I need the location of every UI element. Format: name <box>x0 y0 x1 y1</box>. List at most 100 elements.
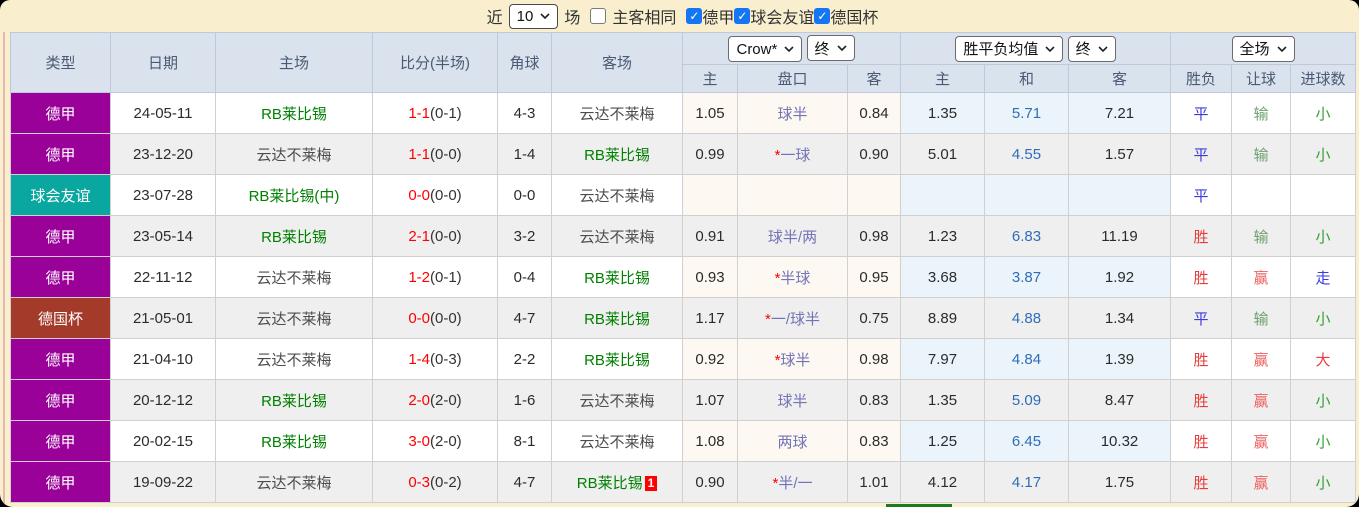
score-cell: 0-0(0-0) <box>372 174 498 216</box>
handicap-result-cell: 赢 <box>1231 461 1291 503</box>
date-cell: 19-09-22 <box>110 461 216 503</box>
avg-type-select[interactable]: 胜平负均值 <box>955 35 1064 62</box>
date-cell: 21-05-01 <box>110 297 216 339</box>
home-team-cell[interactable]: 云达不莱梅 <box>215 133 373 175</box>
odds-stage-select[interactable]: 终 <box>806 35 855 61</box>
handicap-cell: *一球 <box>737 133 848 175</box>
score-cell: 1-4(0-3) <box>372 338 498 380</box>
date-cell: 24-05-11 <box>110 92 216 134</box>
away-team-cell[interactable]: 云达不莱梅 <box>551 420 683 462</box>
header-controls-row: 类型 日期 主场 比分(半场) 角球 客场 Crow* 终 <box>10 32 1357 93</box>
handicap-star: * <box>764 310 771 328</box>
away-odds-cell: 0.75 <box>847 297 901 339</box>
avg-draw-cell: 5.71 <box>984 92 1069 134</box>
sub-header-wdl: 胜负 <box>1170 64 1232 93</box>
away-team-cell[interactable]: RB莱比锡 <box>551 256 683 298</box>
league-dfbpokal-checkbox[interactable]: ✓ <box>814 8 831 24</box>
league-cell: 德甲 <box>10 133 111 175</box>
handicap-result-cell: 输 <box>1231 133 1291 175</box>
home-team-cell[interactable]: RB莱比锡 <box>215 379 373 421</box>
league-bundesliga-label: 德甲 <box>702 10 735 27</box>
avg-home-cell: 1.25 <box>900 420 985 462</box>
same-venue-checkbox[interactable] <box>590 8 607 24</box>
handicap-result-cell: 赢 <box>1231 420 1291 462</box>
home-odds-cell: 0.93 <box>682 256 738 298</box>
near-label: 近 <box>486 10 503 27</box>
wdl-result-cell: 胜 <box>1170 420 1232 462</box>
away-team-cell[interactable]: 云达不莱梅 <box>551 379 683 421</box>
odds-company-select[interactable]: Crow* <box>728 36 803 62</box>
away-team-cell[interactable]: RB莱比锡 1 <box>551 461 683 503</box>
date-cell: 23-07-28 <box>110 174 216 216</box>
handicap-result-cell: 输 <box>1231 297 1291 339</box>
handicap-result-cell: 赢 <box>1231 256 1291 298</box>
wdl-result-cell: 胜 <box>1170 338 1232 380</box>
home-team-cell[interactable]: 云达不莱梅 <box>215 338 373 380</box>
league-cell: 德甲 <box>10 461 111 503</box>
home-odds-cell: 1.07 <box>682 379 738 421</box>
home-team-cell[interactable]: RB莱比锡(中) <box>215 174 373 216</box>
home-team-cell[interactable]: 云达不莱梅 <box>215 297 373 339</box>
wdl-result-cell: 平 <box>1170 133 1232 175</box>
away-team-cell[interactable]: RB莱比锡 <box>551 297 683 339</box>
fulltime-score: 0-3 <box>408 473 430 491</box>
handicap-result-cell: 赢 <box>1231 338 1291 380</box>
league-cell: 德国杯 <box>10 297 111 339</box>
avg-draw-cell: 3.87 <box>984 256 1069 298</box>
wdl-result-cell: 胜 <box>1170 215 1232 257</box>
sub-header-avg-away: 客 <box>1068 64 1171 93</box>
away-team-cell[interactable]: 云达不莱梅 <box>551 92 683 134</box>
handicap-text: 半球 <box>780 269 811 287</box>
wdl-result-cell: 胜 <box>1170 379 1232 421</box>
filter-bar: 近 10 场 主客相同 ✓ 德甲 ✓ 球会友谊 ✓ 德国杯 <box>0 0 1359 32</box>
recent-games-select[interactable]: 10 <box>508 3 559 29</box>
home-odds-cell: 0.92 <box>682 338 738 380</box>
away-team-cell[interactable]: 云达不莱梅 <box>551 174 683 216</box>
halftime-score: (0-1) <box>430 268 462 286</box>
away-team-cell[interactable]: RB莱比锡 <box>551 338 683 380</box>
scope-select[interactable]: 全场 <box>1231 35 1295 62</box>
check-icon: ✓ <box>689 9 700 23</box>
league-friendly-checkbox[interactable]: ✓ <box>734 8 751 24</box>
avg-stage-select[interactable]: 终 <box>1067 35 1116 62</box>
halftime-score: (2-0) <box>430 391 462 409</box>
games-label: 场 <box>564 10 581 27</box>
league-bundesliga-checkbox[interactable]: ✓ <box>686 8 703 24</box>
odds-company-value: Crow* <box>736 40 778 58</box>
handicap-text: 一球 <box>780 146 811 164</box>
history-table-body: 德甲 24-05-11 RB莱比锡 1-1(0-1) 4-3 云达不莱梅 1.0… <box>10 92 1357 503</box>
home-odds-cell: 1.17 <box>682 297 738 339</box>
handicap-star: * <box>774 146 781 164</box>
avg-away-cell: 8.47 <box>1068 379 1171 421</box>
handicap-text: 两球 <box>777 433 808 451</box>
corner-cell: 1-6 <box>497 379 552 421</box>
league-dfbpokal-label: 德国杯 <box>830 10 879 27</box>
handicap-cell: *半球 <box>737 256 848 298</box>
score-cell: 1-1(0-0) <box>372 133 498 175</box>
wdl-result-cell: 胜 <box>1170 256 1232 298</box>
away-team-cell[interactable]: RB莱比锡 <box>551 133 683 175</box>
home-team-cell[interactable]: 云达不莱梅 <box>215 256 373 298</box>
avg-home-cell: 1.23 <box>900 215 985 257</box>
fulltime-score: 1-4 <box>408 350 430 368</box>
col-header-score: 比分(半场) <box>372 32 498 93</box>
avg-draw-cell: 4.17 <box>984 461 1069 503</box>
date-cell: 22-11-12 <box>110 256 216 298</box>
history-table: 类型 日期 主场 比分(半场) 角球 客场 Crow* 终 <box>10 32 1357 503</box>
home-team-cell[interactable]: RB莱比锡 <box>215 215 373 257</box>
home-team-cell[interactable]: RB莱比锡 <box>215 92 373 134</box>
goals-result-cell: 小 <box>1289 420 1357 462</box>
handicap-star: * <box>772 474 779 492</box>
fulltime-score: 2-0 <box>408 391 430 409</box>
away-team-name: 云达不莱梅 <box>579 105 655 123</box>
same-venue-label: 主客相同 <box>612 10 677 27</box>
home-team-cell[interactable]: RB莱比锡 <box>215 420 373 462</box>
chevron-down-icon <box>784 46 794 52</box>
away-team-name: RB莱比锡 <box>584 310 650 328</box>
league-cell: 德甲 <box>10 379 111 421</box>
left-edge-divider <box>3 32 5 507</box>
handicap-result-cell: 输 <box>1231 92 1291 134</box>
away-team-cell[interactable]: 云达不莱梅 <box>551 215 683 257</box>
home-odds-cell <box>682 174 738 216</box>
home-team-cell[interactable]: 云达不莱梅 <box>215 461 373 503</box>
